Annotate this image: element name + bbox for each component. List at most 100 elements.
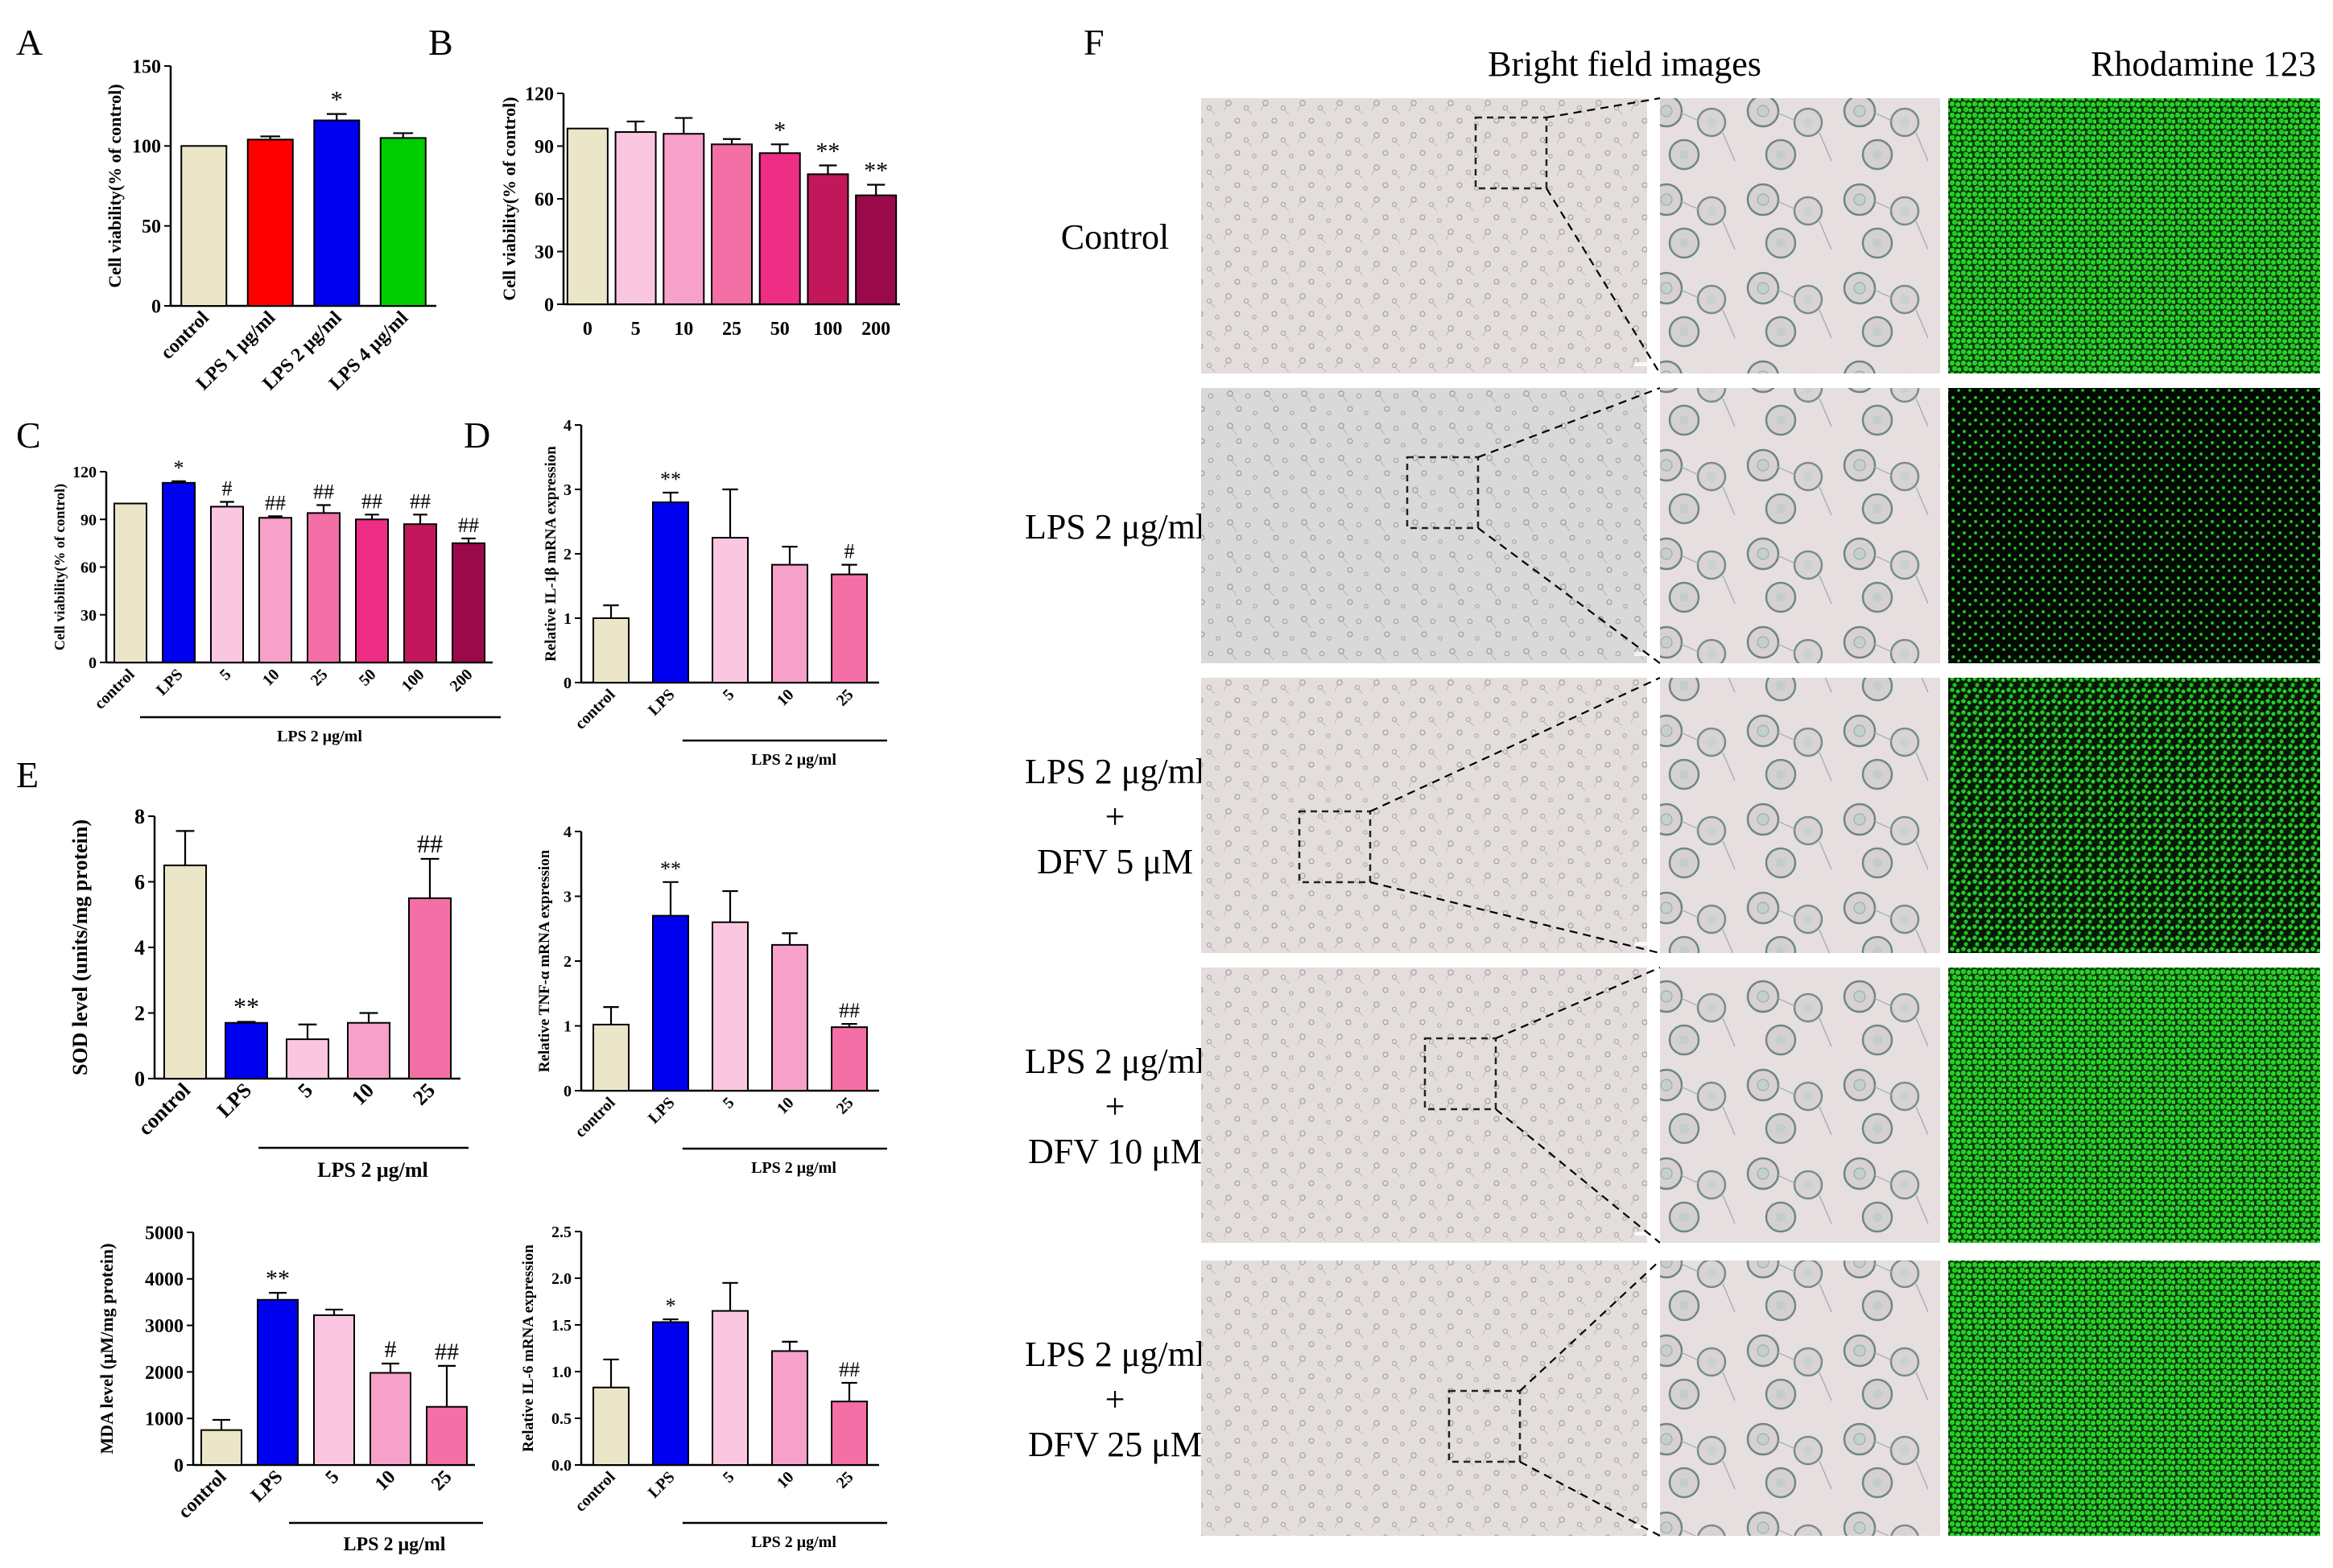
significance-mark: ** bbox=[660, 857, 681, 881]
bar bbox=[379, 137, 427, 307]
bar bbox=[807, 173, 849, 305]
scale-bar bbox=[1634, 1232, 1655, 1236]
y-tick-label: 2 bbox=[134, 1002, 145, 1025]
zoom-line bbox=[1477, 386, 1661, 459]
x-tick-label: 10 bbox=[259, 666, 283, 690]
roi-box bbox=[1423, 1037, 1497, 1111]
significance-mark: * bbox=[331, 87, 343, 113]
bar bbox=[210, 505, 244, 664]
x-tick-label: 5 bbox=[720, 1094, 738, 1112]
y-tick-label: 30 bbox=[81, 607, 97, 625]
y-axis-label: Relative TNF-α mRNA expression bbox=[536, 849, 553, 1072]
zoomed-image bbox=[1660, 388, 1940, 663]
chart-mda: 0 1000 2000 3000 4000 5000 MDA level (μM/mg pr… bbox=[97, 1223, 483, 1555]
bar bbox=[652, 1321, 689, 1467]
bar bbox=[566, 127, 609, 305]
bar bbox=[758, 152, 801, 305]
scale-bar bbox=[1634, 362, 1655, 366]
y-tick-label: 1.5 bbox=[551, 1317, 572, 1335]
bar bbox=[200, 1429, 242, 1467]
row-label: LPS 2 μg/ml bbox=[1025, 507, 1205, 547]
y-tick-label: 0 bbox=[151, 296, 161, 317]
bar bbox=[286, 1038, 329, 1079]
x-tick-label: 5 bbox=[720, 686, 738, 704]
x-tick-label: 200 bbox=[447, 666, 477, 695]
y-tick-label: 3 bbox=[564, 481, 572, 499]
bar bbox=[163, 864, 207, 1079]
bright-field-image bbox=[1201, 388, 1647, 663]
x-tick-label: LPS bbox=[153, 666, 186, 699]
bar bbox=[593, 617, 630, 683]
bar bbox=[225, 1021, 268, 1079]
x-tick-label: 10 bbox=[371, 1467, 399, 1495]
bar bbox=[347, 1021, 390, 1079]
x-tick-label: LPS bbox=[645, 686, 678, 719]
x-tick-label: LPS bbox=[213, 1079, 256, 1122]
x-tick-label: 10 bbox=[774, 1094, 798, 1118]
significance-mark: ** bbox=[660, 468, 681, 491]
x-tick-label: control bbox=[572, 686, 619, 733]
chart-tnf: 0 1 2 3 4 Relative TNF-α mRNA expression contr… bbox=[536, 823, 887, 1177]
significance-mark: * bbox=[174, 456, 184, 480]
y-tick-label: 6 bbox=[134, 871, 145, 894]
y-tick-label: 0.5 bbox=[551, 1410, 572, 1428]
y-tick-label: 50 bbox=[142, 217, 161, 237]
y-tick-label: 0 bbox=[564, 1083, 572, 1100]
y-axis-label: Cell viability(% of control) bbox=[52, 484, 68, 650]
significance-mark: # bbox=[844, 540, 855, 563]
chart-panel-b: 0 30 60 90 120 Cell viability(% of control) 0 5… bbox=[499, 84, 900, 340]
bar bbox=[831, 573, 868, 683]
y-tick-label: 0.0 bbox=[551, 1457, 572, 1475]
bar bbox=[614, 131, 657, 305]
significance-mark: ## bbox=[361, 489, 382, 513]
y-tick-label: 4 bbox=[134, 936, 145, 959]
significance-mark: ** bbox=[864, 158, 888, 184]
y-axis-label: Cell viability(% of control) bbox=[105, 84, 125, 287]
row-label: DFV 25 μM bbox=[1028, 1425, 1202, 1464]
bar bbox=[426, 1405, 468, 1466]
bar bbox=[370, 1372, 411, 1467]
panel-letter-f: F bbox=[1084, 22, 1105, 63]
roi-box bbox=[1474, 116, 1548, 190]
row-label: LPS 2 μg/ml bbox=[1025, 752, 1205, 791]
bright-field-image bbox=[1201, 98, 1647, 373]
bar bbox=[313, 1314, 355, 1467]
bar bbox=[593, 1386, 630, 1466]
y-tick-label: 2 bbox=[564, 953, 572, 971]
y-axis-label: Relative IL-1β mRNA expression bbox=[543, 446, 560, 662]
x-tick-label: 10 bbox=[774, 686, 798, 710]
col-header-bright-field: Bright field images bbox=[1488, 44, 1761, 84]
zoom-line bbox=[1369, 881, 1661, 955]
zoom-line bbox=[1546, 188, 1661, 374]
row-label: LPS 2 μg/ml bbox=[1025, 1335, 1205, 1374]
x-tick-label: 50 bbox=[356, 666, 380, 690]
x-tick-label: control bbox=[572, 1468, 619, 1516]
panel-letter-d: D bbox=[464, 415, 490, 456]
zoomed-image bbox=[1660, 98, 1940, 373]
significance-mark: * bbox=[774, 117, 786, 143]
bar bbox=[771, 943, 808, 1091]
x-tick-label: LPS bbox=[247, 1467, 287, 1507]
row-label: LPS 2 μg/ml bbox=[1025, 1042, 1205, 1081]
x-tick-label: 5 bbox=[322, 1467, 344, 1488]
micrograph-row: LPS 2 μg/ml + DFV 10 μM bbox=[1025, 966, 2320, 1244]
y-tick-label: 0 bbox=[544, 295, 554, 316]
y-tick-label: 1.0 bbox=[551, 1364, 572, 1381]
rhodamine-image bbox=[1948, 98, 2320, 373]
y-tick-label: 3000 bbox=[145, 1316, 184, 1337]
y-tick-label: 0 bbox=[89, 654, 97, 672]
x-tick-label: 10 bbox=[347, 1079, 378, 1110]
x-tick-label: 25 bbox=[833, 686, 857, 710]
significance-mark: ## bbox=[313, 480, 334, 503]
bar bbox=[403, 523, 437, 663]
y-axis-label: Relative IL-6 mRNA expression bbox=[520, 1244, 537, 1452]
x-tick-label: 5 bbox=[631, 319, 641, 340]
group-label: LPS 2 μg/ml bbox=[751, 1533, 836, 1551]
roi-box bbox=[1447, 1389, 1522, 1463]
panel-letter-b: B bbox=[428, 22, 453, 63]
row-label: Control bbox=[1061, 217, 1169, 257]
bar bbox=[408, 897, 452, 1079]
bar bbox=[246, 138, 294, 307]
